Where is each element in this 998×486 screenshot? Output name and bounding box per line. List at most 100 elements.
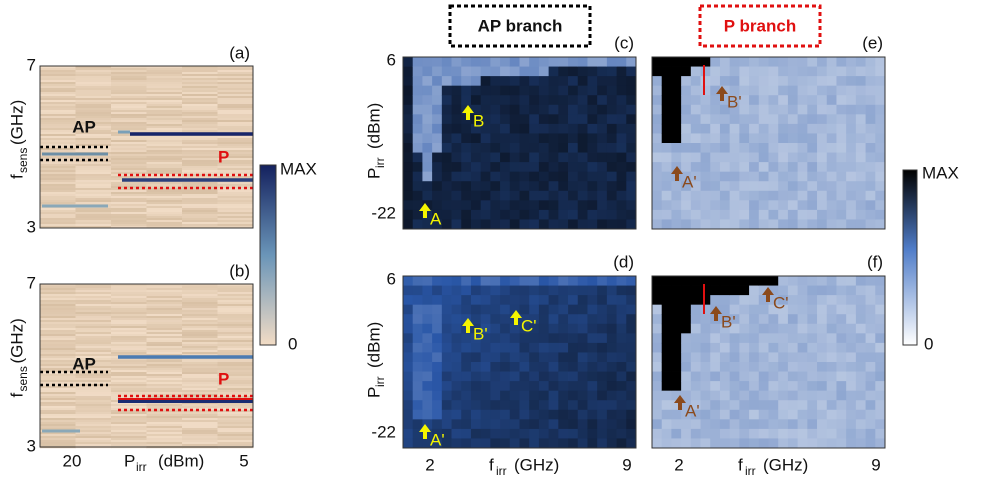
heatmap-cell [75,182,112,185]
heatmap-cell [807,362,818,372]
heatmap-cell [75,226,112,229]
heatmap-cell [111,122,147,125]
heatmap-cell [500,85,511,96]
heatmap-cell [787,152,799,163]
heatmap-cell [768,171,779,182]
heatmap-cell [846,295,857,306]
heatmap-cell [111,184,147,187]
heatmap-cell [217,182,254,185]
heatmap-cell [40,376,76,379]
heatmap-cell [182,344,218,347]
heatmap-cell [146,338,183,341]
heatmap-cell [558,200,569,211]
heatmap-cell [40,118,76,121]
heatmap-cell [182,212,218,215]
heatmap-cell [470,371,482,382]
heatmap-cell [217,410,254,413]
heatmap-cell [671,428,682,439]
heatmap-cell [778,371,789,382]
heatmap-cell [422,276,433,286]
heatmap-cell [807,114,818,125]
heatmap-cell [182,342,218,345]
heatmap-cell [461,409,472,420]
heatmap-cell [577,323,588,334]
heatmap-cell [616,285,627,296]
heatmap-cell [846,323,857,334]
heatmap-cell [217,304,254,307]
heatmap-cell [75,176,112,179]
heatmap-cell [412,171,423,182]
heatmap-cell [432,342,443,353]
heatmap-cell [217,290,254,293]
heatmap-cell [846,104,857,115]
heatmap-cell [403,143,414,153]
heatmap-cell [217,352,254,355]
heatmap-cell [836,181,847,192]
heatmap-cell [441,66,452,77]
heatmap-cell [403,438,414,449]
heatmap-cell [626,76,637,87]
heatmap-cell [778,200,789,211]
heatmap-cell [661,66,672,77]
heatmap-cell [719,371,731,382]
heatmap-cell [855,76,866,87]
heatmap-cell [441,371,452,382]
heatmap-cell [146,110,183,113]
heatmap-cell [846,123,857,134]
heatmap-cell [749,419,760,430]
heatmap-cell [40,428,76,431]
heatmap-cell [768,352,779,363]
heatmap-cell [403,295,414,306]
heatmap-cell [490,362,501,372]
heatmap-cell [111,120,147,123]
heatmap-cell [40,412,76,415]
heatmap-cell [606,219,617,230]
heatmap-cell [509,76,520,87]
heatmap-cell [182,126,218,129]
heatmap-cell [111,344,147,347]
heatmap-cell [403,76,414,87]
heatmap-cell [470,209,482,220]
heatmap-cell [836,209,847,220]
heatmap-cell [75,110,112,113]
heatmap-cell [40,340,76,343]
heatmap-cell [509,143,520,153]
heatmap-cell [461,390,472,401]
heatmap-cell [480,314,491,325]
heatmap-cell [865,219,876,230]
heatmap-cell [626,285,637,296]
heatmap-cell [865,381,876,392]
heatmap-cell [146,418,183,421]
heatmap-cell [817,362,828,372]
heatmap-cell [111,328,147,331]
heatmap-cell [217,288,254,291]
heatmap-cell [441,428,452,439]
heatmap-cell [587,381,598,392]
heatmap-cell [509,381,520,392]
heatmap-cell [538,104,550,115]
heatmap-cell [111,394,147,397]
heatmap-cell [75,394,112,397]
heatmap-cell [568,304,579,315]
heatmap-cell [441,57,452,67]
heatmap-cell [787,400,799,411]
heatmap-cell [111,104,147,107]
heatmap-cell [412,400,423,411]
heatmap-cell [710,209,721,220]
heatmap-cell [40,214,76,217]
heatmap-cell [40,96,76,99]
heatmap-cell [855,57,866,67]
heatmap-cell [739,162,750,173]
heatmap-cell [855,276,866,286]
heatmap-cell [146,174,183,177]
heatmap-cell [500,419,511,430]
heatmap-cell [182,414,218,417]
heatmap-cell [519,57,530,67]
heatmap-cell [146,192,183,195]
heatmap-cell [40,362,76,365]
heatmap-cell [432,304,443,315]
heatmap-cell [606,362,617,372]
heatmap-cell [451,200,462,211]
heatmap-cell [217,436,254,439]
heatmap-cell [797,209,808,220]
